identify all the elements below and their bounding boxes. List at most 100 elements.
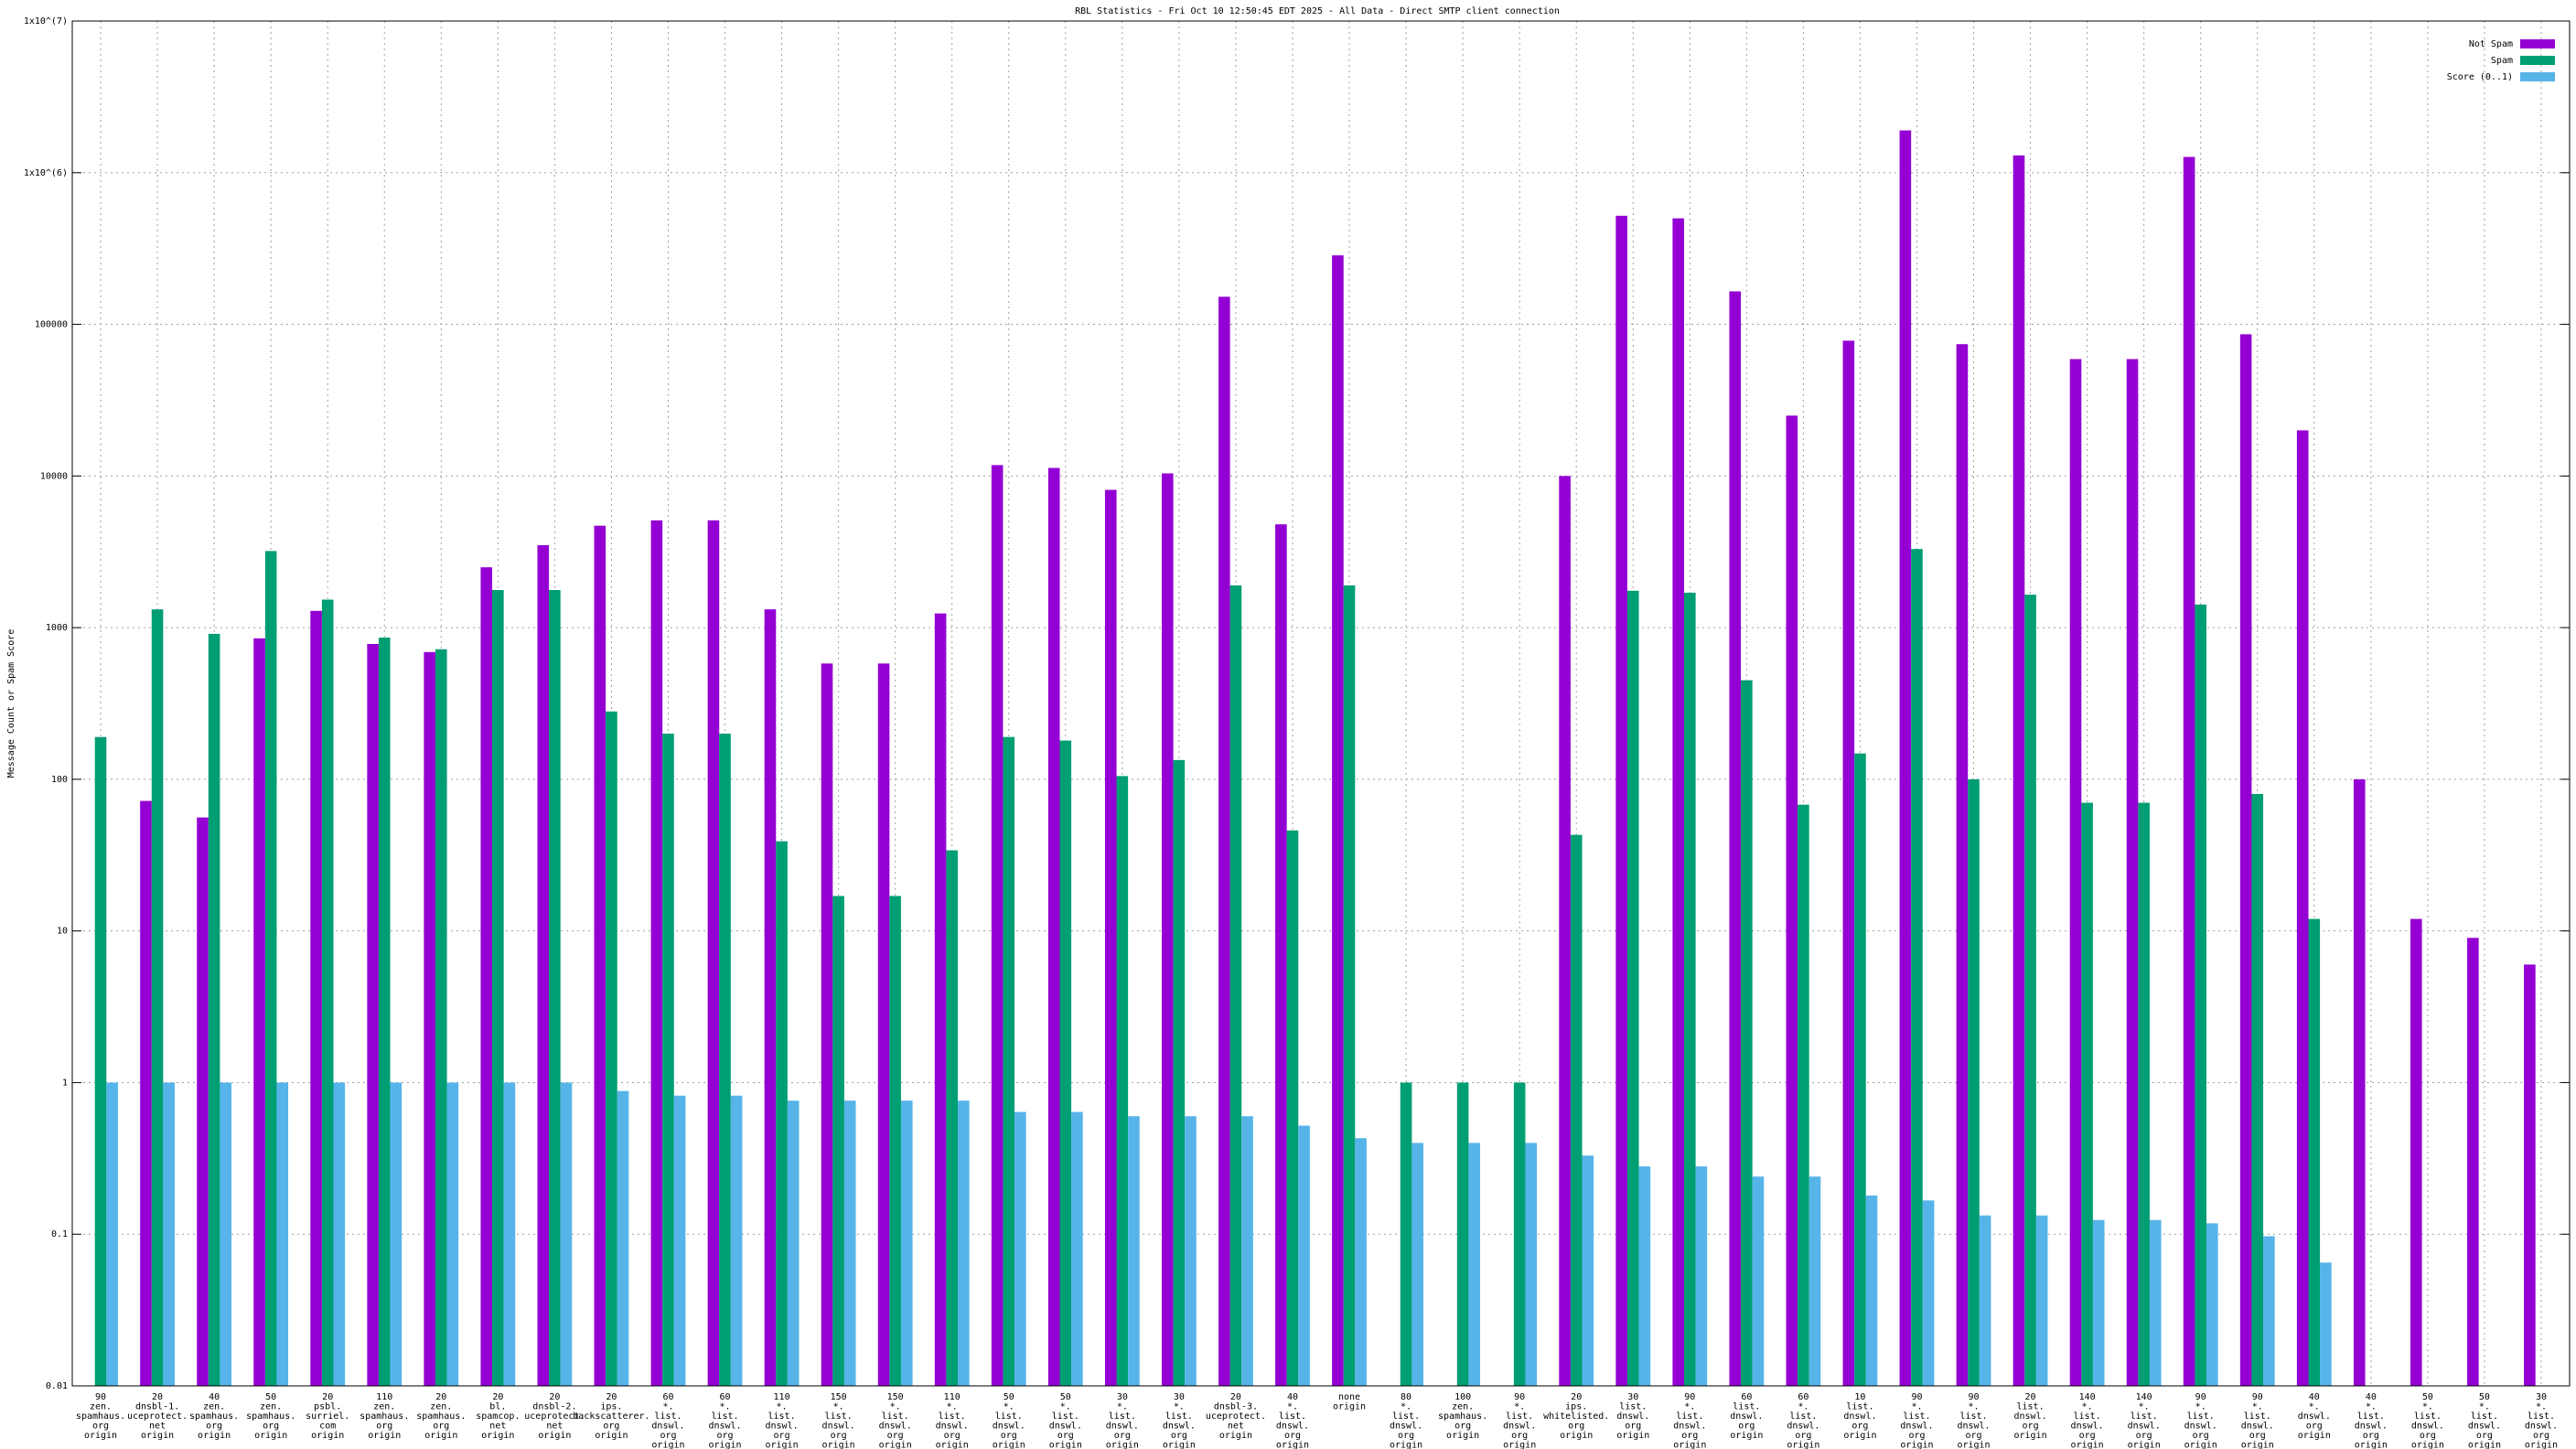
x-tick-label-line: origin <box>141 1431 174 1441</box>
x-tick-label-line: dnswl. <box>1730 1411 1763 1422</box>
bar <box>2138 802 2150 1386</box>
x-tick-label: 40 *. list. dnswl. org origin <box>2355 1392 2388 1449</box>
x-tick-label: 110 zen. spamhaus. org origin <box>360 1392 409 1441</box>
x-tick-label-line: org <box>2136 1431 2152 1441</box>
x-tick-label-line: origin <box>1049 1441 1082 1449</box>
bar <box>2467 938 2479 1386</box>
x-tick-label: 20 dnsbl-3. uceprotect. net origin <box>1206 1392 1266 1441</box>
x-tick-label-line: *. <box>1798 1402 1809 1412</box>
x-tick-label: 90 *. list. dnswl. org origin <box>2241 1392 2274 1449</box>
x-tick-label-line: org <box>1965 1431 1981 1441</box>
bar <box>333 1082 346 1386</box>
bar <box>1275 524 1287 1386</box>
x-tick-label-line: dnswl. <box>879 1422 912 1432</box>
bar <box>1128 1116 1140 1386</box>
x-tick-label: 60 *. list. dnswl. org origin <box>651 1392 684 1449</box>
x-tick-label-line: 90 <box>1684 1392 1695 1402</box>
bar <box>446 1082 459 1386</box>
x-tick-label-line: *. <box>2082 1402 2093 1412</box>
x-tick-label-line: *. <box>1684 1402 1695 1412</box>
x-tick-label: 50 *. list. dnswl. org origin <box>1049 1392 1082 1449</box>
bar <box>1003 736 1015 1386</box>
bar <box>276 1082 289 1386</box>
x-tick-label: 30 *. list. dnswl. org origin <box>2525 1392 2558 1449</box>
x-tick-label-line: list. <box>2131 1411 2158 1422</box>
x-tick-label-line: origin <box>1163 1441 1196 1449</box>
x-tick-label-line: 50 <box>2422 1392 2433 1402</box>
x-tick-label-line: zen. <box>373 1402 395 1412</box>
x-tick-label-line: 30 <box>1627 1392 1638 1402</box>
x-tick-label-line: org <box>2420 1431 2436 1441</box>
x-tick-label-line: org <box>1454 1422 1471 1432</box>
x-tick-label-line: origin <box>2241 1441 2274 1449</box>
bar <box>1570 834 1583 1386</box>
x-tick-label-line: 50 <box>265 1392 276 1402</box>
bar <box>1218 296 1230 1387</box>
bar <box>2296 430 2309 1387</box>
bar <box>889 896 901 1386</box>
x-tick-label-line: dnsbl-2. <box>532 1402 576 1412</box>
x-tick-label-line: list. <box>825 1411 853 1422</box>
x-tick-label-line: 140 <box>2136 1392 2152 1402</box>
bar <box>2263 1236 2275 1386</box>
x-tick-label-line: spamhaus. <box>360 1411 409 1422</box>
x-tick-label-line: org <box>831 1431 847 1441</box>
x-tick-label-line: ips. <box>1565 1402 1587 1412</box>
x-tick-label: 30 *. list. dnswl. org origin <box>1106 1392 1139 1449</box>
bar <box>1638 1166 1651 1386</box>
bar <box>1979 1215 1991 1386</box>
x-tick-label: 150 *. list. dnswl. org origin <box>879 1392 912 1449</box>
x-tick-label-line: list. <box>2471 1411 2498 1422</box>
x-tick-label-line: org <box>1114 1431 1131 1441</box>
bar <box>537 544 550 1386</box>
x-tick-label-line: spamhaus. <box>416 1411 466 1422</box>
x-tick-label-line: 60 <box>662 1392 673 1402</box>
y-tick-label: 10000 <box>40 471 68 481</box>
x-tick-label-line: 90 <box>2252 1392 2263 1402</box>
x-tick-label-line: dnswl. <box>1843 1411 1876 1422</box>
y-tick-label: 1000 <box>46 623 68 633</box>
bar <box>2524 964 2536 1386</box>
x-tick-label-line: 30 <box>1174 1392 1185 1402</box>
x-tick-label-line: 20 <box>322 1392 333 1402</box>
x-tick-label-line: dnswl. <box>2241 1422 2274 1432</box>
x-tick-label-line: *. <box>777 1402 788 1412</box>
bar <box>560 1082 573 1386</box>
x-tick-label-line: origin <box>481 1431 514 1441</box>
bar <box>151 609 164 1386</box>
x-tick-label-line: origin <box>1560 1431 1593 1441</box>
x-tick-label-line: dnswl. <box>2468 1422 2501 1432</box>
x-tick-label-line: spamhaus. <box>1438 1411 1487 1422</box>
x-tick-label-line: dnswl. <box>1616 1411 1649 1422</box>
x-tick-label-line: uceprotect. <box>1206 1411 1266 1422</box>
bar <box>673 1095 686 1386</box>
x-tick-label-line: com <box>319 1422 336 1432</box>
bar <box>2024 595 2036 1386</box>
x-tick-label-line: 30 <box>2536 1392 2547 1402</box>
x-tick-label-line: list. <box>1392 1411 1420 1422</box>
bar <box>1241 1116 1253 1386</box>
x-tick-label-line: org <box>1057 1431 1074 1441</box>
x-tick-label-line: zen. <box>1452 1402 1474 1412</box>
x-tick-label-line: list. <box>995 1411 1023 1422</box>
x-tick-label: 110 *. list. dnswl. org origin <box>936 1392 969 1449</box>
bar <box>2353 778 2366 1386</box>
bar <box>776 841 788 1386</box>
x-tick-label: 100 zen. spamhaus. org origin <box>1438 1392 1487 1441</box>
x-tick-label-line: origin <box>1957 1441 1990 1449</box>
bar <box>1286 830 1299 1386</box>
x-tick-label-line: list. <box>1619 1402 1647 1412</box>
x-tick-label-line: 50 <box>1060 1392 1071 1402</box>
x-tick-label: 40 *. list. dnswl. org origin <box>1276 1392 1309 1449</box>
x-tick-label: 20 bl. spamcop. net origin <box>476 1392 520 1441</box>
x-tick-label-line: org <box>1398 1431 1414 1441</box>
x-tick-label-line: net <box>489 1422 506 1432</box>
x-tick-label-line: org <box>1681 1431 1698 1441</box>
x-tick-label-line: dnswl. <box>822 1422 855 1432</box>
x-tick-label-line: net <box>1228 1422 1244 1432</box>
x-tick-label-line: org <box>1738 1422 1755 1432</box>
x-tick-label-line: org <box>1852 1422 1868 1432</box>
x-tick-label-line: *. <box>1060 1402 1071 1412</box>
x-tick-label: 20 dnsbl-1. uceprotect. net origin <box>127 1392 188 1441</box>
x-tick-label-line: *. <box>2195 1402 2206 1412</box>
